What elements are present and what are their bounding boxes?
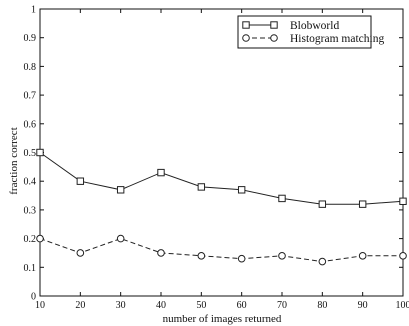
- legend-marker-start: [242, 21, 250, 29]
- data-point: [399, 252, 407, 260]
- x-tick-label: 30: [116, 300, 126, 311]
- data-point: [197, 183, 206, 191]
- y-tick-label: 0.3: [24, 205, 37, 216]
- y-tick-label: 0.9: [24, 33, 37, 44]
- x-tick-label: 10: [35, 300, 45, 311]
- x-axis-title: number of images returned: [163, 313, 282, 325]
- x-tick-label: 70: [277, 300, 287, 311]
- y-tick-label: 0.6: [24, 119, 37, 130]
- series-histogram-matching: [36, 234, 407, 266]
- legend-marker-end: [270, 34, 278, 42]
- series-blobworld: [36, 148, 407, 208]
- data-point: [76, 249, 85, 257]
- x-tick-label: 20: [75, 300, 85, 311]
- data-point: [237, 186, 246, 194]
- data-point: [278, 252, 286, 260]
- y-tick-label: 0.5: [24, 148, 37, 159]
- y-tick-label: 0.2: [24, 234, 37, 245]
- legend-label: Blobworld: [290, 20, 339, 32]
- series-line: [39, 238, 403, 263]
- y-tick-label: 0.4: [24, 177, 37, 188]
- data-point: [116, 186, 125, 194]
- data-point: [358, 252, 367, 260]
- y-tick-label: 0.7: [24, 91, 37, 102]
- data-point: [358, 200, 367, 208]
- data-point: [157, 249, 165, 257]
- x-tick-label: 100: [396, 300, 409, 311]
- data-point: [278, 194, 286, 203]
- data-point: [76, 177, 85, 185]
- data-point: [318, 257, 327, 266]
- y-tick-label: 0: [31, 292, 36, 303]
- data-point: [318, 200, 327, 208]
- legend-label: Histogram matching: [290, 33, 384, 45]
- data-point: [116, 234, 125, 243]
- x-tick-label: 80: [317, 300, 327, 311]
- x-tick-label: 90: [358, 300, 368, 311]
- legend-marker-end: [270, 21, 278, 29]
- y-axis-title: fraction correct: [8, 127, 20, 194]
- x-tick-label: 50: [196, 300, 206, 311]
- series-line: [39, 152, 404, 205]
- data-point: [36, 148, 44, 157]
- y-axis-ticks: 0 0.1 0.2 0.3 0.4 0.5 0.6 0.7 0.8 0.9 1: [24, 5, 403, 303]
- y-tick-label: 0.1: [24, 263, 37, 274]
- y-tick-label: 1: [31, 5, 36, 16]
- data-point: [36, 234, 44, 243]
- data-point: [237, 254, 246, 263]
- series-layer: [36, 148, 407, 266]
- x-tick-label: 60: [237, 300, 247, 311]
- data-point: [197, 252, 206, 260]
- data-point: [157, 168, 165, 177]
- legend-marker-start: [242, 34, 250, 42]
- y-tick-label: 0.8: [24, 62, 37, 73]
- data-point: [399, 197, 407, 205]
- x-tick-label: 40: [156, 300, 166, 311]
- x-axis-ticks: 10 20 30 40 50 60 70 80 90 100: [35, 9, 409, 311]
- legend-box: [237, 15, 372, 49]
